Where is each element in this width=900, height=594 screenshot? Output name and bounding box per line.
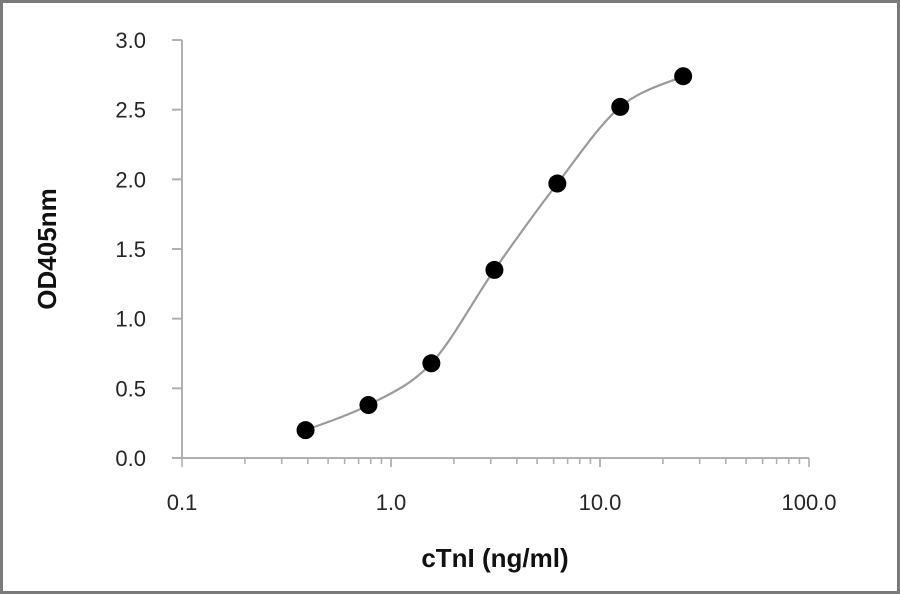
y-tick-label: 3.0 xyxy=(115,28,146,53)
data-point xyxy=(422,354,441,373)
data-point xyxy=(359,396,378,415)
data-points xyxy=(296,67,693,440)
x-tick-labels: 0.1 1.0 10.0 100.0 xyxy=(167,490,837,515)
x-tick-label: 1.0 xyxy=(376,490,407,515)
y-tick-label: 0.0 xyxy=(115,446,146,471)
y-tick-label: 1.5 xyxy=(115,237,146,262)
y-tick-label: 0.5 xyxy=(115,376,146,401)
fitted-curve xyxy=(305,75,684,432)
y-tick-label: 2.0 xyxy=(115,167,146,192)
x-tick-label: 0.1 xyxy=(167,490,198,515)
y-tick-labels: 0.0 0.5 1.0 1.5 2.0 2.5 3.0 xyxy=(115,28,146,471)
y-tick-label: 1.0 xyxy=(115,307,146,332)
data-point xyxy=(674,67,693,86)
x-tick-label: 100.0 xyxy=(781,490,836,515)
y-axis-title: OD405nm xyxy=(32,188,62,309)
axes xyxy=(172,39,810,467)
data-point xyxy=(485,260,504,279)
x-tick-label: 10.0 xyxy=(579,490,622,515)
x-axis-title: cTnI (ng/ml) xyxy=(421,543,568,573)
data-point xyxy=(611,97,630,116)
y-tick-label: 2.5 xyxy=(115,98,146,123)
data-point xyxy=(296,421,315,440)
data-point xyxy=(548,174,567,193)
